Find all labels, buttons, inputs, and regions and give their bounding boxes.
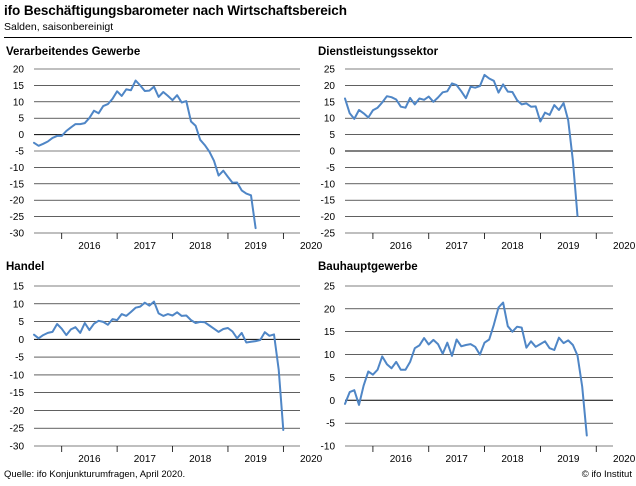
x-tick-label: 2016 — [390, 454, 413, 465]
x-tick-label: 2017 — [134, 454, 157, 465]
y-tick-label: 0 — [329, 147, 335, 158]
x-tick-label: 2017 — [446, 241, 469, 252]
x-tick-label: 2016 — [78, 241, 101, 252]
y-tick-label: 20 — [324, 304, 336, 315]
y-tick-label: -10 — [10, 163, 25, 174]
y-tick-label: 20 — [324, 81, 336, 92]
y-tick-label: -15 — [321, 196, 336, 207]
series-line — [344, 301, 588, 437]
y-tick-label: -10 — [321, 179, 336, 190]
x-tick-label: 2018 — [189, 454, 212, 465]
y-tick-label: -20 — [321, 212, 336, 223]
y-tick-label: -5 — [15, 353, 24, 364]
x-tick-label: 2017 — [446, 454, 469, 465]
y-tick-label: 15 — [13, 81, 25, 92]
y-tick-label: 25 — [324, 65, 336, 76]
y-tick-label: 25 — [324, 282, 336, 293]
x-tick-label: 2020 — [613, 454, 636, 465]
series-line — [33, 79, 257, 230]
y-tick-label: -20 — [10, 196, 25, 207]
figure-title: ifo Beschäftigungsbarometer nach Wirtsch… — [4, 3, 347, 18]
y-tick-label: -5 — [15, 147, 24, 158]
y-tick-label: 15 — [13, 282, 25, 293]
y-tick-label: 0 — [18, 130, 24, 141]
y-tick-label: 20 — [13, 65, 25, 76]
y-tick-label: -25 — [10, 212, 25, 223]
y-tick-label: -10 — [321, 442, 336, 453]
x-tick-label: 2020 — [300, 241, 323, 252]
figure-subtitle: Salden, saisonbereinigt — [4, 21, 114, 33]
y-tick-label: -10 — [10, 370, 25, 381]
y-tick-label: 5 — [18, 114, 24, 125]
panel-title: Handel — [6, 261, 44, 273]
header-rule — [4, 37, 632, 38]
x-tick-label: 2017 — [134, 241, 157, 252]
x-tick-label: 2016 — [78, 454, 101, 465]
y-tick-label: -15 — [10, 179, 25, 190]
y-tick-label: -20 — [10, 406, 25, 417]
y-tick-label: 5 — [18, 317, 24, 328]
y-tick-label: 10 — [324, 114, 336, 125]
copyright-note: © ifo Institut — [581, 469, 632, 480]
x-tick-label: 2019 — [557, 241, 580, 252]
y-tick-label: -5 — [326, 419, 335, 430]
y-tick-label: 10 — [13, 299, 25, 310]
y-tick-label: 5 — [329, 130, 335, 141]
series-line — [33, 300, 285, 431]
x-tick-label: 2020 — [300, 454, 323, 465]
y-tick-label: 15 — [324, 327, 336, 338]
panel-title: Dienstleistungssektor — [318, 46, 439, 58]
source-note: Quelle: ifo Konjunkturumfragen, April 20… — [4, 469, 186, 480]
y-tick-label: 10 — [324, 350, 336, 361]
y-tick-label: -25 — [10, 424, 25, 435]
y-tick-label: 5 — [329, 373, 335, 384]
x-tick-label: 2018 — [501, 241, 524, 252]
x-tick-label: 2018 — [501, 454, 524, 465]
y-tick-label: 0 — [329, 396, 335, 407]
x-tick-label: 2020 — [613, 241, 636, 252]
y-tick-label: 10 — [13, 97, 25, 108]
y-tick-label: -25 — [321, 229, 336, 240]
y-tick-label: -5 — [326, 163, 335, 174]
x-tick-label: 2019 — [245, 454, 268, 465]
y-tick-label: -15 — [10, 388, 25, 399]
y-tick-label: -30 — [10, 229, 25, 240]
y-tick-label: -30 — [10, 442, 25, 453]
x-tick-label: 2018 — [189, 241, 212, 252]
series-line — [344, 73, 579, 217]
x-tick-label: 2019 — [245, 241, 268, 252]
x-tick-label: 2019 — [557, 454, 580, 465]
x-tick-label: 2016 — [390, 241, 413, 252]
y-tick-label: 0 — [18, 335, 24, 346]
panel-title: Verarbeitendes Gewerbe — [6, 46, 140, 58]
y-tick-label: 15 — [324, 97, 336, 108]
panel-title: Bauhauptgewerbe — [318, 261, 418, 273]
